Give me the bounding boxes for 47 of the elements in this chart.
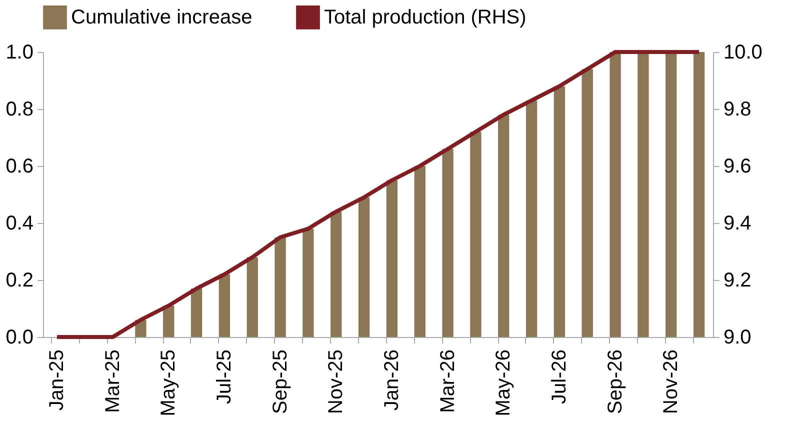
bar [554,86,566,337]
x-tick-label: Jan-25 [46,350,68,411]
x-tick-label: Jan-26 [380,350,403,411]
x-tick-label: May-25 [158,350,180,416]
bar [442,148,454,337]
y-tick-label: 0.0 [6,326,34,348]
y2-tick-label: 10.0 [724,42,762,64]
bar [163,306,174,337]
x-tick-label: May-26 [492,350,515,416]
line-series [54,50,702,339]
x-tick-label: Nov-25 [325,350,348,414]
bar [610,52,621,337]
bar [582,69,593,337]
bar [274,237,286,337]
x-tick-label: Mar-26 [436,350,459,413]
x-tick-label: Sep-25 [269,350,292,414]
bar [218,274,230,337]
bar [302,228,314,337]
y-tick-label: 0.8 [6,98,34,120]
x-tick-label: Nov-26 [660,350,682,414]
bar [498,114,510,337]
y2-tick-label: 9.6 [724,156,752,178]
bar [330,212,342,337]
x-tick-label: Sep-26 [604,350,626,414]
bar [386,180,398,337]
bar [190,288,202,337]
bar [414,166,426,337]
y2-tick-label: 9.0 [724,326,752,348]
legend-label: Cumulative increase [71,6,252,28]
y-tick-label: 0.4 [6,212,34,234]
bar [693,52,705,337]
bar [470,132,482,337]
x-tick-label: Jul-25 [213,350,236,404]
bar [246,257,258,337]
y-tick-label: 0.2 [6,270,34,292]
bar [638,52,649,337]
y-tick-label: 0.6 [6,156,34,178]
y2-tick-label: 9.8 [724,98,752,120]
bar [666,52,677,337]
bar [526,100,538,337]
y-tick-label: 1.0 [6,42,34,64]
bar [358,197,370,337]
legend-label: Total production (RHS) [324,6,526,28]
y2-tick-label: 9.4 [724,212,752,234]
x-tick-label: Jul-26 [548,350,570,404]
x-tick-label: Mar-25 [102,350,124,413]
y2-tick-label: 9.2 [724,270,752,292]
